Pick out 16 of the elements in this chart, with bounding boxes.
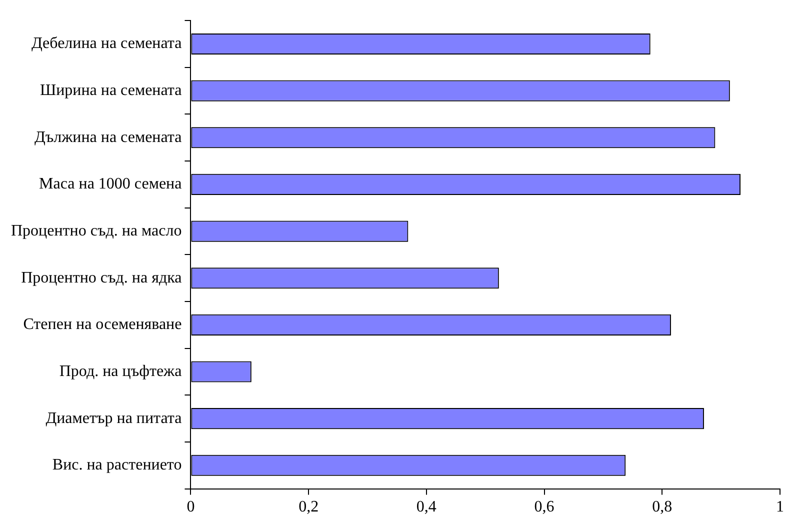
x-tick-label: 0,6 — [534, 498, 554, 516]
y-tick-label: Процентно съд. на ядка — [21, 269, 182, 286]
y-tick-label: Дължина на семената — [34, 128, 182, 146]
x-tick-label: 0 — [186, 498, 195, 516]
y-tick-label: Процентно съд. на масло — [11, 222, 182, 240]
y-tick-label: Дебелина на семената — [31, 35, 182, 52]
y-tick-label: Ширина на семената — [40, 82, 182, 100]
y-tick-label: Степен на осеменяване — [23, 316, 182, 334]
x-tick-label: 0,8 — [652, 498, 672, 516]
y-tick-label: Маса на 1000 семена — [39, 176, 182, 193]
y-tick-label: Вис. на растението — [52, 456, 182, 474]
y-tick-label: Диаметър на питата — [46, 410, 182, 427]
x-tick-label: 0,2 — [298, 498, 319, 516]
x-tick-label: 0,4 — [416, 498, 436, 516]
x-tick-label: 1 — [776, 498, 784, 516]
y-tick-label: Прод. на цъфтежа — [59, 362, 182, 380]
